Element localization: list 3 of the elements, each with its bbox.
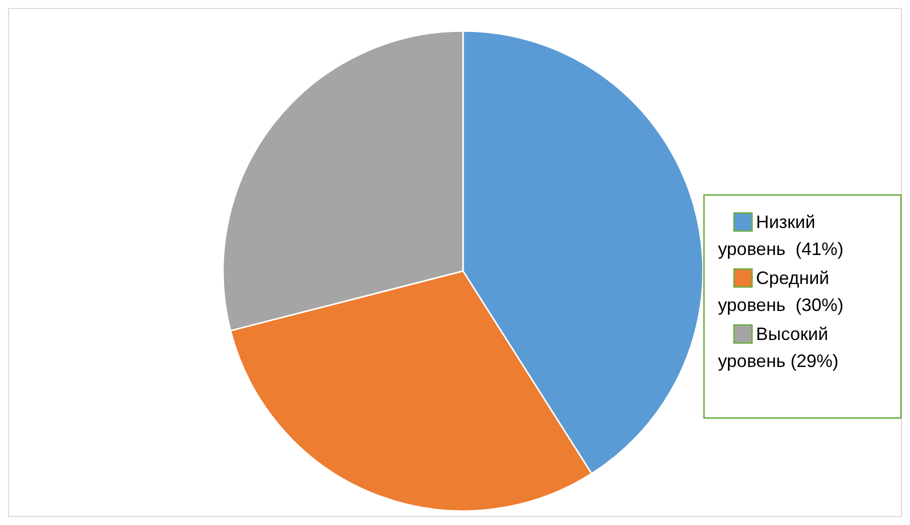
- legend-label: Низкий уровень (41%): [718, 212, 844, 259]
- legend-label: Высокий уровень (29%): [718, 324, 839, 371]
- legend-label: Средний уровень (30%): [718, 268, 844, 315]
